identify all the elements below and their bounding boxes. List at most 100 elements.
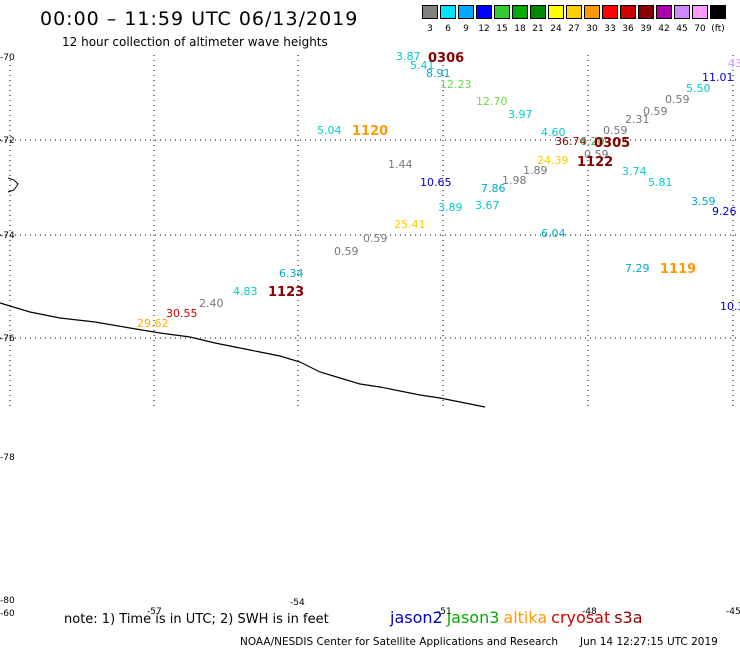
coast-fragment <box>7 177 19 193</box>
legend-label: (ft) <box>711 24 725 34</box>
pass-time-labels: 0306 1120 0305 1122 1119 1123 <box>268 51 696 300</box>
wave-height-value: 0.59 <box>665 93 690 106</box>
wave-height-value: 4.83 <box>233 285 258 298</box>
satellite-label-altika: altika <box>503 608 548 627</box>
wave-height-value: 3.74 <box>622 165 647 178</box>
lat-label: -76 <box>0 334 15 344</box>
legend-swatch <box>638 5 654 19</box>
map-title: 00:00 – 11:59 UTC 06/13/2019 <box>40 8 359 30</box>
legend-swatch <box>674 5 690 19</box>
wave-height-value: 0.59 <box>584 148 609 161</box>
pass-time-label: 1123 <box>268 285 304 300</box>
pass-time-label: 1119 <box>660 262 696 277</box>
wave-height-value: 1.98 <box>502 174 527 187</box>
map-subtitle: 12 hour collection of altimeter wave hei… <box>62 35 328 49</box>
wave-height-value: 3.59 <box>691 195 716 208</box>
satellite-legend: jason2 jason3 altika cryosat s3a <box>390 608 647 627</box>
legend-label: 39 <box>640 24 652 34</box>
wave-height-value: 0.59 <box>603 124 628 137</box>
legend-label: 36 <box>622 24 634 34</box>
legend-swatch <box>530 5 546 19</box>
legend-label: 15 <box>496 24 508 34</box>
pass-time-label: 1120 <box>352 124 388 139</box>
coastline <box>0 302 486 408</box>
wave-height-value: 24.39 <box>537 154 569 167</box>
wave-height-value: 1.44 <box>388 158 413 171</box>
wave-height-value: 6.20 <box>580 135 605 148</box>
lon-label: -45 <box>726 607 740 617</box>
wave-height-value: 6.04 <box>541 227 566 240</box>
lat-label: -80 <box>0 596 15 606</box>
credit-text: NOAA/NESDIS Center for Satellite Applica… <box>240 636 558 648</box>
wave-height-value: 2.40 <box>199 297 224 310</box>
pass-time-label: 0306 <box>428 51 464 66</box>
legend-swatch <box>584 5 600 19</box>
wave-height-value: 7.86 <box>481 182 506 195</box>
legend-swatch <box>476 5 492 19</box>
lon-label: -48 <box>582 607 597 617</box>
wave-height-value: 43 <box>728 57 740 70</box>
legend-swatch <box>692 5 708 19</box>
lat-label: -78 <box>0 453 15 463</box>
wave-height-value: 6.34 <box>279 267 304 280</box>
lon-label: -54 <box>290 598 305 608</box>
legend-label: 45 <box>676 24 688 34</box>
wave-height-value: 5.81 <box>648 176 673 189</box>
longitude-labels: -60 -57 -54 -51 -48 -45 <box>0 598 740 619</box>
wave-height-value: 12.70 <box>476 95 508 108</box>
wave-height-value: 8.91 <box>426 67 451 80</box>
wave-height-value: 0.59 <box>334 245 359 258</box>
latitude-labels: -70 -72 -74 -76 -78 -80 <box>0 53 15 606</box>
lat-label: -74 <box>0 231 15 241</box>
satellite-label-jason3: jason3 <box>446 608 500 627</box>
legend-label: 30 <box>586 24 598 34</box>
legend-swatch <box>458 5 474 19</box>
legend-label: 42 <box>658 24 670 34</box>
legend-label: 9 <box>463 24 469 34</box>
lat-label: -70 <box>0 53 15 63</box>
legend-label: 27 <box>568 24 580 34</box>
legend-label: 21 <box>532 24 544 34</box>
wave-height-value: 29.62 <box>137 317 169 330</box>
wave-height-value: 3.67 <box>475 199 500 212</box>
wave-height-value: 1.89 <box>523 164 548 177</box>
footer-note: note: 1) Time is in UTC; 2) SWH is in fe… <box>64 612 329 627</box>
satellite-label-s3a: s3a <box>614 608 643 627</box>
wave-height-value: 5.04 <box>317 124 342 137</box>
satellite-label-cryosat: cryosat <box>551 608 611 627</box>
wave-height-value: 10.3 <box>720 300 740 313</box>
legend-label: 70 <box>694 24 706 34</box>
wave-height-value: 5.41 <box>410 59 435 72</box>
lon-label: -57 <box>147 607 162 617</box>
wave-height-value: 7.29 <box>625 262 650 275</box>
wave-height-value: 11.01 <box>702 71 734 84</box>
wave-height-value: 3.87 <box>396 50 421 63</box>
legend-swatch <box>710 5 726 19</box>
wave-height-value: 4.60 <box>541 126 566 139</box>
pass-time-label: 0305 <box>594 136 630 151</box>
wave-height-value: 36.74 <box>555 135 587 148</box>
satellite-label-jason2: jason2 <box>390 608 443 627</box>
wave-height-value: 0.59 <box>643 105 668 118</box>
generated-time: Jun 14 12:27:15 UTC 2019 <box>580 636 718 648</box>
legend-label: 33 <box>604 24 616 34</box>
legend-swatch <box>602 5 618 19</box>
wave-height-value: 3.89 <box>438 201 463 214</box>
wave-height-value: 0.59 <box>363 232 388 245</box>
legend-swatch <box>440 5 456 19</box>
lat-label: -72 <box>0 136 15 146</box>
legend-swatch <box>512 5 528 19</box>
wave-height-value: 3.97 <box>508 108 533 121</box>
wave-height-value: 2.31 <box>625 113 650 126</box>
legend-label: 18 <box>514 24 526 34</box>
wave-height-value: 9.26 <box>712 205 737 218</box>
lon-label: -51 <box>437 607 452 617</box>
legend-swatch <box>566 5 582 19</box>
wave-height-value: 12.23 <box>440 78 472 91</box>
legend-label: 12 <box>478 24 490 34</box>
wave-height-value: 5.50 <box>686 82 711 95</box>
wave-height-value: 30.55 <box>166 307 198 320</box>
legend-label: 3 <box>427 24 433 34</box>
